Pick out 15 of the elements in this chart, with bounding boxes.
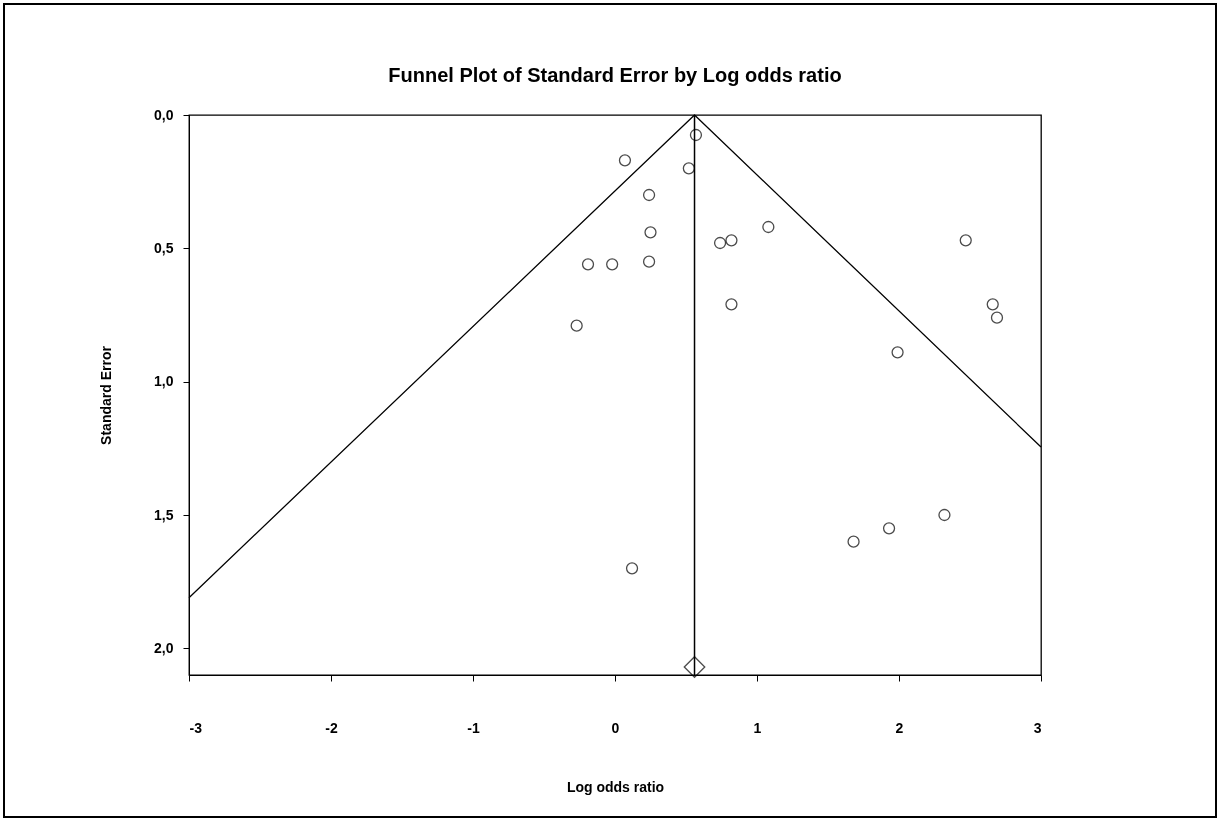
x-tick-label: -3 — [189, 719, 203, 736]
y-tick-label: 0,0 — [154, 106, 174, 123]
x-tick-label: 1 — [753, 719, 762, 736]
x-axis-title: Log odds ratio — [566, 778, 665, 795]
y-tick-label: 1,5 — [154, 506, 174, 523]
y-tick-label: 0,5 — [154, 239, 174, 256]
y-axis-title: Standard Error — [98, 345, 115, 445]
y-tick-label: 2,0 — [154, 639, 174, 656]
x-tick-label: -2 — [325, 719, 338, 736]
x-tick-label: -1 — [467, 719, 480, 736]
x-tick-label: 3 — [1033, 719, 1042, 736]
x-tick-label: 2 — [895, 719, 904, 736]
chart-title: Funnel Plot of Standard Error by Log odds ratio — [388, 64, 842, 86]
y-tick-label: 1,0 — [154, 373, 174, 390]
x-tick-label: 0 — [611, 719, 620, 736]
